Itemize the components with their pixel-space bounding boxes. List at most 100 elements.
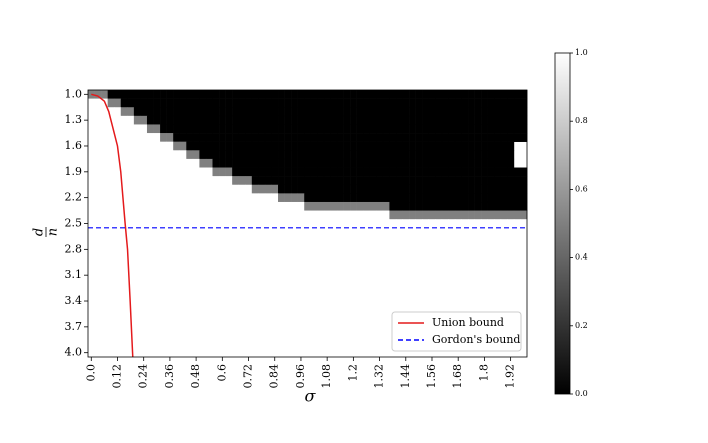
heatmap-cell [441, 107, 449, 117]
heatmap-cell [114, 313, 122, 323]
heatmap-cell [500, 176, 508, 186]
heatmap-cell [153, 176, 161, 186]
heatmap-cell [291, 167, 298, 177]
heatmap-cell [120, 339, 128, 349]
heatmap-cell [232, 141, 240, 151]
heatmap-cell [245, 210, 253, 220]
heatmap-cell [304, 288, 312, 298]
heatmap-cell [356, 348, 364, 358]
heatmap-cell [160, 150, 167, 160]
heatmap-cell [264, 253, 272, 263]
heatmap-cell [395, 98, 403, 108]
heatmap-cell [336, 288, 344, 298]
heatmap-cell [173, 201, 181, 211]
heatmap-cell [500, 193, 508, 203]
heatmap-cell [278, 210, 285, 220]
heatmap-cell [114, 288, 122, 298]
heatmap-cell [199, 115, 207, 125]
heatmap-cell [304, 270, 312, 280]
heatmap-cell [284, 193, 292, 203]
heatmap-cell [317, 348, 325, 358]
heatmap-cell [146, 262, 154, 272]
heatmap-cell [435, 279, 443, 289]
heatmap-cell [192, 184, 200, 194]
heatmap-cell [461, 158, 469, 168]
heatmap-cell [350, 158, 357, 168]
heatmap-cell [422, 107, 430, 117]
heatmap-cell [94, 90, 102, 99]
heatmap-cell [245, 279, 253, 289]
heatmap-cell [232, 339, 240, 349]
heatmap-cell [120, 176, 128, 186]
heatmap-cell [94, 184, 102, 194]
heatmap-cell [330, 176, 338, 186]
heatmap-cell [166, 262, 174, 272]
heatmap-cell [363, 210, 371, 220]
heatmap-cell [258, 227, 266, 237]
heatmap-cell [94, 98, 102, 108]
heatmap-cell [343, 227, 351, 237]
heatmap-cell [238, 245, 246, 254]
heatmap-cell [107, 331, 115, 341]
heatmap-cell [245, 270, 253, 280]
heatmap-cell [232, 150, 240, 160]
heatmap-cell [94, 227, 102, 237]
heatmap-cell [363, 331, 371, 341]
heatmap-cell [494, 193, 502, 203]
heatmap-cell [356, 193, 364, 203]
heatmap-cell [481, 158, 488, 168]
heatmap-cell [186, 331, 194, 341]
heatmap-cell [101, 227, 108, 237]
heatmap-cell [474, 193, 482, 203]
heatmap-cell [454, 167, 462, 177]
heatmap-cell [422, 115, 430, 125]
heatmap-cell [127, 158, 135, 168]
heatmap-cell [186, 279, 194, 289]
heatmap-cell [330, 141, 338, 151]
heatmap-cell [343, 150, 351, 160]
heatmap-cell [140, 201, 148, 211]
heatmap-cell [278, 176, 285, 186]
heatmap-cell [323, 90, 331, 99]
heatmap-cell [468, 201, 475, 211]
heatmap-cell [114, 115, 122, 125]
heatmap-cell [350, 219, 357, 229]
heatmap-cell [166, 90, 174, 99]
heatmap-cell [474, 184, 482, 194]
heatmap-cell [166, 270, 174, 280]
heatmap-cell [428, 158, 436, 168]
heatmap-cell [219, 322, 226, 332]
heatmap-cell [310, 90, 318, 99]
heatmap-cell [336, 270, 344, 280]
heatmap-cell [395, 296, 403, 306]
heatmap-cell [395, 253, 403, 263]
heatmap-cell [205, 279, 213, 289]
heatmap-cell [461, 348, 469, 358]
heatmap-cell [179, 107, 187, 117]
heatmap-cell [264, 98, 272, 108]
heatmap-cell [304, 331, 312, 341]
heatmap-cell [415, 219, 423, 229]
heatmap-cell [389, 193, 397, 203]
heatmap-cell [278, 262, 285, 272]
heatmap-cell [330, 253, 338, 263]
heatmap-cell [323, 98, 331, 108]
heatmap-cell [225, 124, 233, 134]
heatmap-cell [317, 210, 325, 220]
heatmap-cell [468, 184, 475, 194]
heatmap-cell [219, 107, 226, 117]
heatmap-cell [114, 90, 122, 99]
heatmap-cell [468, 262, 475, 272]
heatmap-cell [441, 210, 449, 220]
heatmap-cell [245, 219, 253, 229]
heatmap-cell [474, 141, 482, 151]
heatmap-cell [343, 176, 351, 186]
heatmap-cell [258, 158, 266, 168]
colorbar-tick-label: 0.4 [575, 253, 588, 262]
heatmap-cell [199, 133, 207, 142]
heatmap-cell [448, 90, 456, 99]
heatmap-cell [146, 219, 154, 229]
heatmap-cell [317, 176, 325, 186]
heatmap-cell [415, 245, 423, 254]
heatmap-cell [166, 115, 174, 125]
